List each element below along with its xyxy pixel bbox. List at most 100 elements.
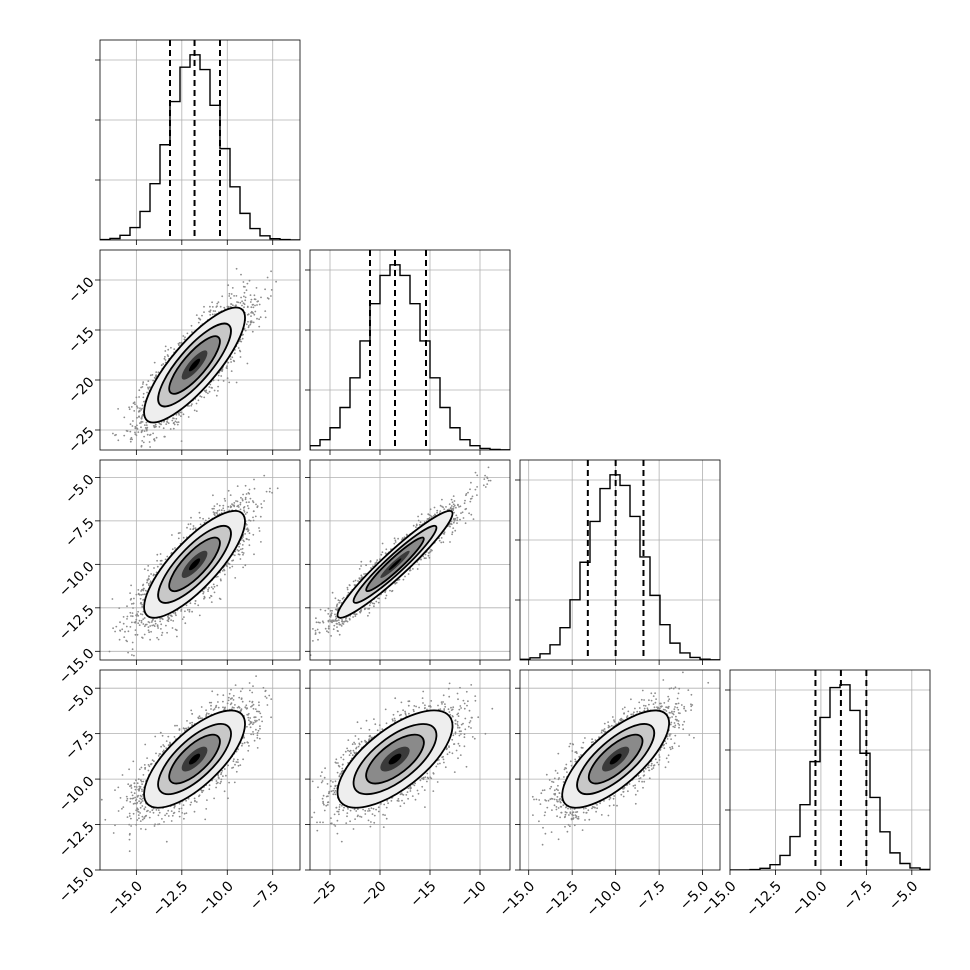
- sample-point: [327, 631, 330, 634]
- sample-point: [144, 828, 147, 831]
- sample-point: [142, 774, 145, 776]
- sample-point: [351, 743, 354, 746]
- sample-point: [140, 779, 142, 782]
- sample-point: [244, 533, 247, 535]
- sample-point: [327, 625, 330, 628]
- sample-point: [148, 582, 150, 585]
- sample-point: [122, 806, 125, 808]
- sample-point: [141, 603, 144, 606]
- contour-line-0: [143, 709, 246, 809]
- sample-point: [128, 815, 131, 817]
- sample-point: [114, 630, 116, 633]
- sample-point: [187, 726, 190, 729]
- sample-point: [264, 310, 267, 312]
- sample-point: [138, 409, 141, 412]
- sample-point: [391, 589, 394, 592]
- y-tick-label: −15.0: [56, 646, 98, 688]
- sample-point: [143, 633, 146, 636]
- sample-point: [233, 706, 235, 709]
- sample-point: [130, 791, 133, 794]
- sample-point: [136, 405, 138, 408]
- contour-line-0: [336, 509, 454, 619]
- sample-point: [263, 474, 266, 477]
- sample-point: [139, 820, 142, 822]
- sample-point: [239, 501, 242, 504]
- sample-point: [373, 605, 375, 608]
- sample-point: [186, 720, 188, 722]
- y-tick-label: −15.0: [56, 864, 98, 906]
- sample-point: [167, 735, 170, 738]
- sample-point: [254, 304, 256, 307]
- sample-point: [397, 537, 399, 540]
- sample-point: [253, 478, 255, 481]
- sample-point: [162, 363, 165, 365]
- sample-point: [139, 602, 142, 605]
- sample-point: [469, 500, 472, 503]
- sample-point: [368, 728, 371, 731]
- sample-point: [129, 797, 132, 800]
- sample-point: [222, 380, 225, 382]
- sample-point: [241, 687, 244, 690]
- sample-point: [133, 792, 136, 795]
- sample-point: [230, 702, 233, 705]
- sample-point: [180, 415, 182, 417]
- sample-point: [412, 524, 415, 527]
- sample-point: [254, 716, 257, 719]
- sample-point: [449, 541, 451, 543]
- sample-point: [430, 549, 432, 551]
- panel-frame: [99, 669, 301, 871]
- sample-point: [219, 305, 222, 308]
- sample-point: [139, 806, 142, 809]
- sample-point: [143, 400, 145, 403]
- sample-point: [133, 401, 136, 404]
- sample-point: [236, 500, 239, 503]
- sample-point: [173, 417, 175, 420]
- sample-point: [376, 559, 379, 561]
- sample-point: [171, 419, 174, 422]
- sample-point: [408, 712, 410, 715]
- sample-point: [135, 593, 138, 596]
- sample-point: [131, 615, 134, 618]
- y-tick-label: −10.0: [56, 773, 98, 815]
- contour-line-2: [168, 536, 221, 593]
- sample-point: [195, 410, 198, 412]
- sample-point: [465, 494, 467, 497]
- sample-point: [133, 597, 135, 600]
- sample-point: [400, 792, 403, 794]
- sample-point: [180, 440, 183, 442]
- sample-point: [374, 562, 377, 565]
- sample-point: [476, 486, 478, 488]
- sample-point: [140, 594, 143, 596]
- sample-point: [233, 554, 236, 557]
- sample-point: [259, 712, 262, 715]
- sample-point: [242, 552, 245, 554]
- sample-point: [249, 726, 252, 729]
- sample-point: [252, 510, 255, 512]
- sample-point: [146, 426, 149, 429]
- sample-point: [487, 479, 490, 482]
- sample-point: [222, 706, 224, 709]
- sample-point: [123, 416, 126, 419]
- sample-point: [145, 383, 148, 386]
- sample-point: [238, 706, 241, 709]
- sample-point: [248, 488, 251, 491]
- sample-point: [381, 542, 384, 545]
- sample-point: [143, 764, 146, 766]
- sample-point: [244, 706, 247, 709]
- sample-point: [200, 789, 203, 792]
- sample-point: [252, 533, 255, 536]
- histogram-panel-2: [515, 459, 721, 665]
- sample-point: [344, 750, 347, 753]
- sample-point: [258, 710, 261, 713]
- sample-point: [217, 379, 220, 382]
- sample-point: [224, 573, 226, 576]
- sample-point: [464, 499, 466, 502]
- sample-point: [345, 822, 348, 824]
- sample-point: [438, 539, 441, 542]
- sample-point: [232, 766, 235, 769]
- sample-point: [424, 553, 427, 556]
- sample-point: [139, 812, 142, 814]
- sample-point: [252, 703, 255, 706]
- sample-point: [250, 306, 253, 309]
- sample-point: [121, 628, 124, 631]
